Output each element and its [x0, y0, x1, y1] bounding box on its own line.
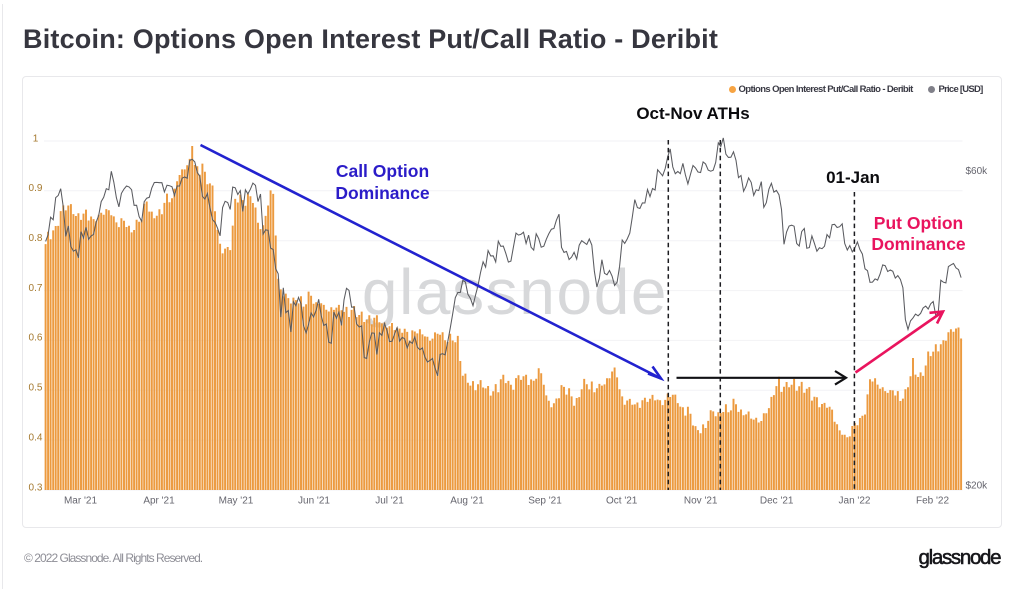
- svg-text:glassnode: glassnode: [362, 256, 668, 328]
- svg-text:0.8: 0.8: [29, 233, 43, 244]
- svg-text:Feb '22: Feb '22: [916, 496, 949, 507]
- svg-text:Jul '21: Jul '21: [375, 496, 404, 507]
- svg-text:0.9: 0.9: [29, 183, 43, 194]
- svg-text:Apr '21: Apr '21: [143, 496, 175, 507]
- svg-text:$60k: $60k: [966, 166, 989, 177]
- svg-text:0.5: 0.5: [29, 383, 43, 394]
- svg-text:Oct '21: Oct '21: [606, 496, 638, 507]
- svg-text:Sep '21: Sep '21: [528, 496, 562, 507]
- svg-text:Mar '21: Mar '21: [64, 496, 97, 507]
- svg-text:0.4: 0.4: [29, 432, 43, 443]
- svg-text:May '21: May '21: [219, 496, 254, 507]
- svg-text:$20k: $20k: [966, 480, 989, 491]
- svg-text:Aug '21: Aug '21: [450, 496, 484, 507]
- svg-text:Jan '22: Jan '22: [839, 496, 871, 507]
- svg-text:1: 1: [33, 133, 39, 144]
- svg-text:0.6: 0.6: [29, 333, 43, 344]
- svg-text:Dec '21: Dec '21: [760, 496, 794, 507]
- svg-text:Jun '21: Jun '21: [298, 496, 330, 507]
- svg-text:0.7: 0.7: [29, 283, 43, 294]
- svg-text:Nov '21: Nov '21: [684, 496, 718, 507]
- svg-text:0.3: 0.3: [29, 482, 43, 493]
